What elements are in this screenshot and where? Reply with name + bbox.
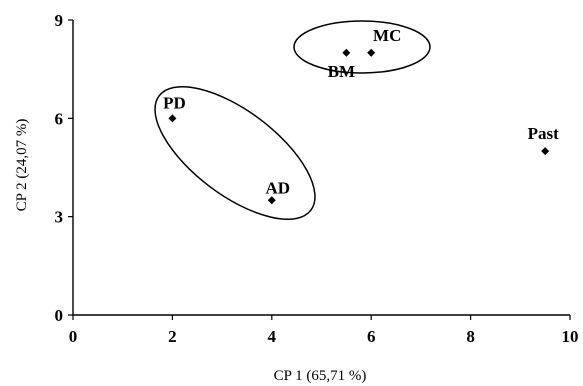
x-tick-label: 8	[466, 327, 475, 346]
group-ellipse-pd-ad	[154, 85, 316, 221]
data-point-pd	[168, 114, 177, 123]
x-tick-label: 4	[268, 327, 277, 346]
x-tick-label: 0	[69, 327, 78, 346]
plot-area: 0 2 4 6 8 10 0 3 6 9 PD AD BM MC Past	[55, 11, 579, 346]
point-label-mc: MC	[373, 26, 401, 45]
point-label-pd: PD	[163, 93, 186, 112]
y-axis-title-group: CP 2 (24,07 %)	[14, 119, 30, 212]
point-label-past: Past	[528, 124, 560, 143]
data-point-ad	[267, 196, 276, 205]
data-point-mc	[367, 48, 376, 57]
group-ellipse-bm-mc	[293, 20, 431, 74]
point-label-bm: BM	[328, 62, 355, 81]
y-tick-label: 0	[55, 306, 64, 325]
x-tick-label: 2	[168, 327, 177, 346]
data-point-past	[541, 147, 550, 156]
y-axis-title: CP 2 (24,07 %)	[14, 119, 30, 212]
y-tick-label: 3	[55, 208, 64, 227]
y-tick-label: 6	[55, 109, 64, 128]
data-point-bm	[342, 48, 351, 57]
point-label-ad: AD	[266, 178, 291, 197]
x-tick-label: 6	[367, 327, 376, 346]
x-axis-title: CP 1 (65,71 %)	[274, 368, 367, 384]
x-tick-label: 10	[562, 327, 579, 346]
y-tick-label: 9	[55, 11, 64, 30]
